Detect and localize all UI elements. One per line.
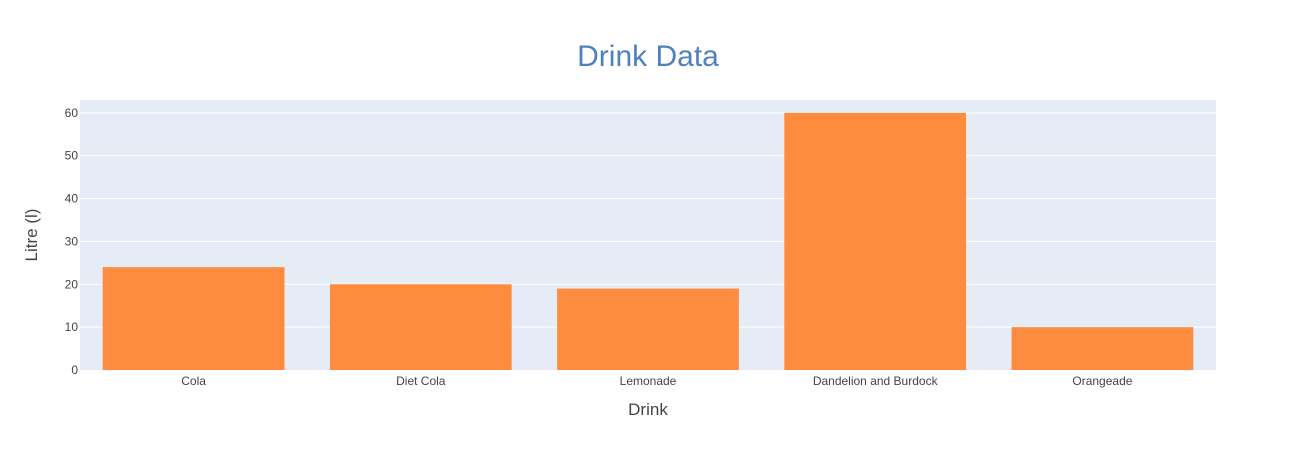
y-tick-label: 20 [65, 277, 79, 291]
x-tick-label: Lemonade [620, 374, 677, 388]
y-tick-label: 30 [65, 234, 79, 248]
x-tick-label: Cola [181, 374, 206, 388]
bar [557, 288, 739, 370]
x-axis-ticks: Cola Diet Cola Lemonade Dandelion and Burdo… [181, 374, 1132, 388]
y-tick-label: 10 [65, 320, 79, 334]
bar [102, 267, 285, 370]
x-axis-title: Drink [628, 400, 668, 419]
y-tick-label: 60 [65, 106, 79, 120]
x-tick-label: Dandelion and Burdock [813, 374, 939, 388]
x-tick-label: Orangeade [1072, 374, 1132, 388]
y-tick-label: 40 [65, 192, 79, 206]
bar [1011, 327, 1194, 370]
y-axis-ticks: 0 10 20 30 40 50 60 [65, 106, 79, 377]
bar [329, 284, 512, 370]
y-tick-label: 50 [65, 149, 79, 163]
y-axis-title: Litre (l) [22, 209, 41, 262]
bar [784, 112, 967, 370]
x-tick-label: Diet Cola [396, 374, 446, 388]
chart-title: Drink Data [577, 40, 719, 73]
y-tick-label: 0 [71, 363, 78, 377]
bars [102, 112, 1194, 370]
